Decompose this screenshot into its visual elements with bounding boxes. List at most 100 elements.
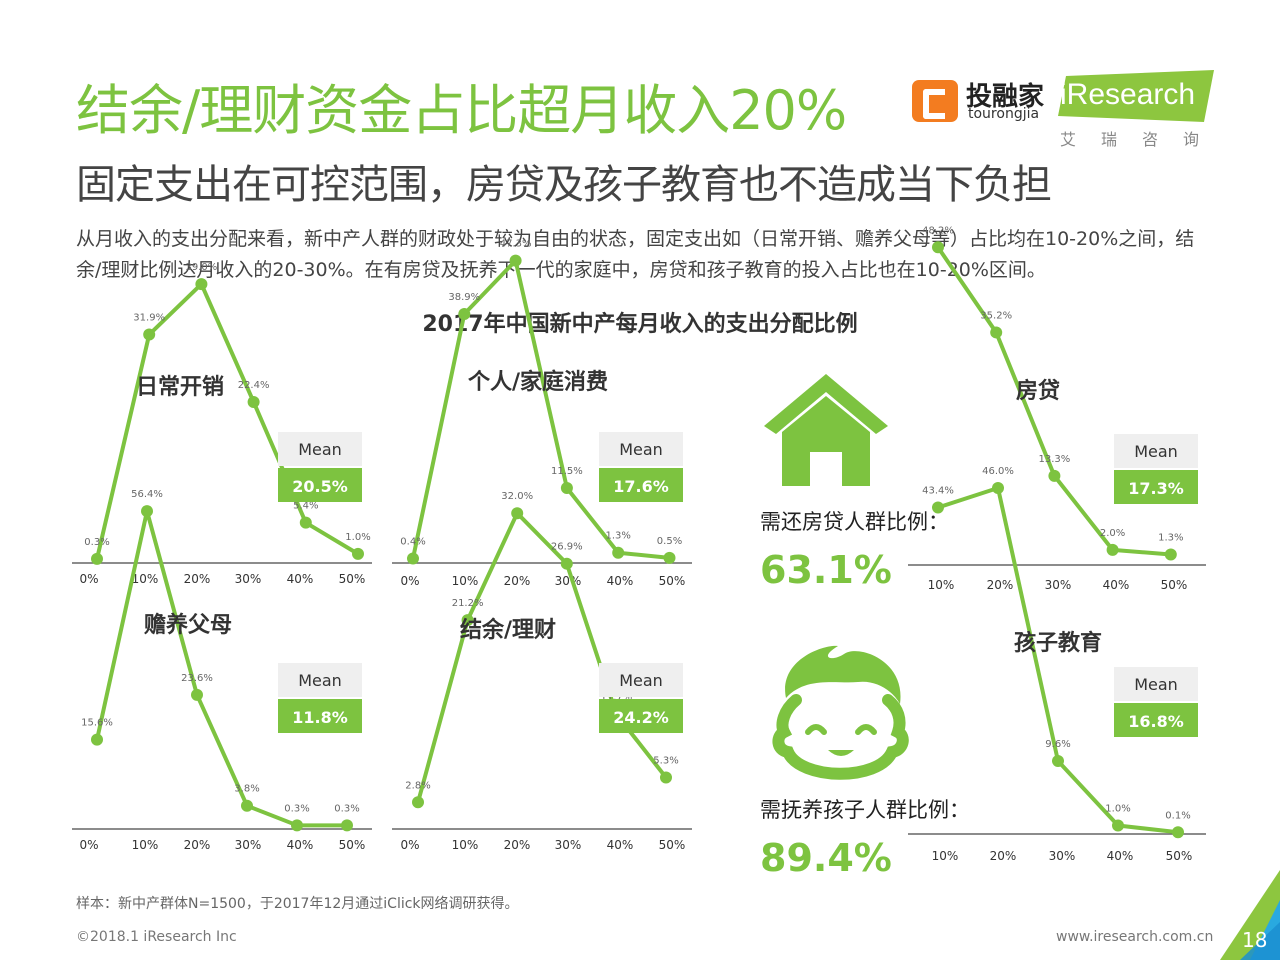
chart-1-data-label-4: 22.4% [238,380,270,391]
chart-1-title: 日常开销 [136,374,224,400]
chart-4-tick-label-5: 40% [287,838,314,852]
chart-4-data-label-5: 0.3% [284,803,309,814]
chart-3-point-2 [990,326,1003,339]
chart-3-title: 房贷 [1016,378,1060,404]
chart-3-tick-label-4: 40% [1103,578,1130,592]
chart-4-tick-label-6: 50% [339,838,366,852]
chart-5-tick-label-3: 20% [504,838,531,852]
chart-6-point-2 [992,482,1004,494]
chart-6-data-label-1: 43.4% [922,486,954,497]
chart-3-tick-label-1: 10% [928,578,955,592]
chart-1-data-label-6: 1.0% [345,532,370,543]
page-subtitle: 固定支出在可控范围，房贷及孩子教育也不造成当下负担 [76,162,1052,208]
chart-5-mean-label-box [599,663,683,697]
page-number: 18 [1242,928,1268,952]
chart-2-mean-value-box [599,468,683,502]
chart-6-data-label-5: 0.1% [1165,810,1190,821]
chart-3-data-label-1: 48.2% [922,225,954,236]
chart-4-tick-label-2: 10% [132,838,159,852]
chart-1-series-line [95,282,360,560]
chart-5-tick-label-6: 50% [659,838,686,852]
chart-3-point-5 [1164,548,1177,561]
chart-6-title: 孩子教育 [1014,630,1102,656]
house-icon [764,374,888,486]
page-title: 结余/理财资金占比超月收入20% [76,79,847,142]
chart-6-mean-label-box [1114,667,1198,701]
chart-6-tick-label-5: 50% [1166,849,1193,863]
chart-4-point-6 [341,819,353,832]
chart-6-mean-value-box [1114,703,1198,737]
child-ratio-label: 需抚养孩子人群比例： [760,798,970,822]
chart-1-point-4 [247,395,260,408]
tourongjia-brand-pinyin: tourongjia [968,106,1040,122]
chart-5-point-2 [461,614,474,627]
chart-2-point-4 [560,481,573,494]
chart-1-mean-value: 20.5% [292,477,348,496]
chart-5-tick-label-2: 10% [452,838,479,852]
chart-1-tick-label-4: 30% [235,572,262,586]
chart-5-point-6 [660,771,672,784]
chart-2-series-line [411,258,670,560]
chart-6-point-4 [1112,819,1124,832]
chart-6-data-label-4: 1.0% [1105,804,1130,815]
chart-6-series-line [937,486,1179,835]
chart-3-data-label-5: 1.3% [1158,532,1183,543]
chart-5-tick-label-1: 0% [400,838,419,852]
chart-1-tick-label-2: 10% [132,572,159,586]
chart-4-point-5 [291,819,303,832]
chart-5-data-label-5: 11.7% [601,692,633,703]
child-face-icon [772,645,909,780]
chart-4-tick-label-3: 20% [184,838,211,852]
chart-5-series-line [416,511,668,803]
chart-4-point-3 [191,688,203,701]
chart-5-tick-label-4: 30% [555,838,582,852]
chart-2-tick-label-3: 20% [504,574,531,588]
chart-4-point-1 [91,733,103,746]
chart-4-point-4 [241,799,253,812]
chart-3-point-1 [932,241,944,254]
chart-3-data-label-4: 2.0% [1100,528,1125,539]
chart-2-mean-value: 17.6% [613,477,669,496]
chart-4-mean-value: 11.8% [292,708,348,727]
chart-1-tick-label-1: 0% [79,572,98,586]
mortgage-ratio-label: 需还房贷人群比例： [760,510,949,534]
chart-6-point-5 [1172,826,1184,839]
chart-1-data-label-5: 5.4% [293,501,318,512]
chart-1-mean-label-box [278,432,362,466]
chart-3-data-label-2: 35.2% [980,310,1012,321]
chart-1-point-6 [352,547,364,560]
chart-3-mean-value: 17.3% [1128,479,1184,498]
chart-5-tick-label-5: 40% [607,838,634,852]
chart-4-data-label-3: 23.6% [181,673,213,684]
website-link[interactable]: www.iresearch.com.cn [1056,929,1214,945]
chart-5-data-label-6: 5.3% [653,756,678,767]
chart-6-mean-value: 16.8% [1128,712,1184,731]
chart-4-title: 赡养父母 [143,612,232,638]
chart-2-mean-label: Mean [619,440,663,459]
chart-5-point-1 [412,796,424,809]
copyright-text: ©2018.1 iResearch Inc [76,929,237,945]
chart-1-tick-label-3: 20% [184,572,211,586]
sample-footnote: 样本：新中产群体N=1500，于2017年12月通过iClick网络调研获得。 [76,896,519,912]
chart-2-data-label-2: 38.9% [448,292,480,303]
chart-2-tick-label-6: 50% [659,574,686,588]
chart-5-mean-value-box [599,699,683,733]
chart-5-point-3 [511,507,524,520]
iresearch-logo-cn: 艾瑞咨询 [1060,130,1225,149]
tourongjia-brand-name: 投融家 [966,82,1045,112]
chart-2-point-1 [407,552,419,565]
chart-4-data-label-6: 0.3% [334,803,359,814]
chart-5-data-label-2: 21.2% [452,598,484,609]
chart-5-mean-value: 24.2% [613,708,669,727]
chart-2-mean-label-box [599,432,683,466]
chart-6-data-label-2: 46.0% [982,466,1014,477]
chart-6-tick-label-3: 30% [1049,849,1076,863]
chart-2-tick-label-4: 30% [555,574,582,588]
chart-4-data-label-1: 15.6% [81,718,113,729]
chart-2-point-6 [663,551,676,564]
chart-5-mean-label: Mean [619,671,663,690]
chart-6-tick-label-2: 20% [990,849,1017,863]
chart-1-tick-label-5: 40% [287,572,314,586]
chart-6-mean-label: Mean [1134,675,1178,694]
